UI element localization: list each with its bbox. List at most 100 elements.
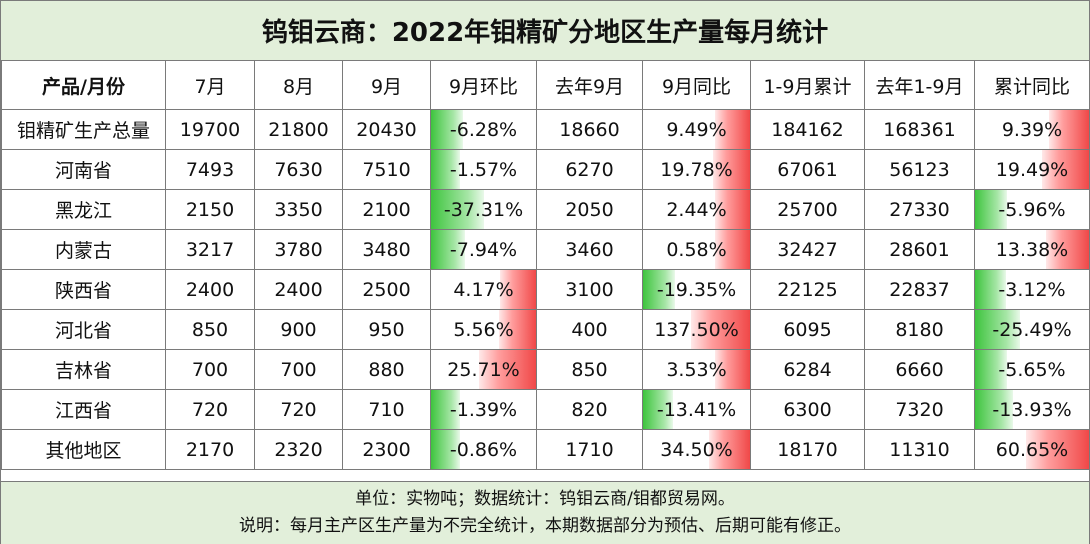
- mom-cell: -1.57%: [430, 149, 537, 190]
- percent-value: 137.50%: [654, 318, 739, 341]
- ytd-yoy-cell: -3.12%: [974, 269, 1090, 310]
- negative-data-bar: [431, 150, 460, 189]
- mom-cell: 25.71%: [430, 349, 537, 390]
- ytd-yoy-cell: 60.65%: [974, 429, 1090, 470]
- percent-value: -13.41%: [656, 398, 737, 421]
- aug-value: 3350: [254, 189, 343, 230]
- ly-ytd-value: 56123: [864, 149, 975, 190]
- ly-ytd-value: 168361: [864, 109, 975, 150]
- aug-value: 3780: [254, 229, 343, 270]
- sep-value: 880: [342, 349, 431, 390]
- percent-value: 2.44%: [666, 198, 727, 221]
- yoy-cell: 2.44%: [642, 189, 751, 230]
- sep-value: 20430: [342, 109, 431, 150]
- mom-cell: -6.28%: [430, 109, 537, 150]
- sep-value: 710: [342, 389, 431, 430]
- header-row: 产品/月份 7月 8月 9月 9月环比 去年9月 9月同比 1-9月累计 去年1…: [1, 60, 1090, 110]
- percent-value: -5.65%: [998, 358, 1066, 381]
- table-row: 江西省 720 720 710 -1.39% 820 -13.41% 6300 7320 -13.…: [1, 389, 1090, 430]
- ly-sep-value: 2050: [536, 189, 643, 230]
- ytd-value: 6300: [750, 389, 865, 430]
- region-name: 陕西省: [1, 269, 166, 310]
- footer-notes: 单位：实物吨；数据统计：钨钼云商/钼都贸易网。 说明：每月主产区生产量为不完全统…: [1, 481, 1089, 544]
- percent-value: 4.17%: [453, 278, 514, 301]
- header-last-year-sep: 去年9月: [536, 60, 643, 110]
- percent-value: -1.57%: [449, 158, 518, 181]
- region-name: 内蒙古: [1, 229, 166, 270]
- ytd-yoy-cell: -5.65%: [974, 349, 1090, 390]
- ytd-yoy-cell: -5.96%: [974, 189, 1090, 230]
- mom-cell: 4.17%: [430, 269, 537, 310]
- negative-data-bar: [975, 310, 1021, 349]
- ly-ytd-value: 8180: [864, 309, 975, 350]
- ytd-yoy-cell: -13.93%: [974, 389, 1090, 430]
- table-row: 河南省 7493 7630 7510 -1.57% 6270 19.78% 67061 5612…: [1, 149, 1090, 190]
- ytd-value: 6095: [750, 309, 865, 350]
- ytd-value: 22125: [750, 269, 865, 310]
- ytd-yoy-cell: 13.38%: [974, 229, 1090, 270]
- region-name: 黑龙江: [1, 189, 166, 230]
- positive-data-bar: [500, 270, 536, 309]
- ly-ytd-value: 27330: [864, 189, 975, 230]
- percent-value: -19.35%: [656, 278, 737, 301]
- ly-sep-value: 400: [536, 309, 643, 350]
- positive-data-bar: [715, 230, 750, 269]
- aug-value: 900: [254, 309, 343, 350]
- header-aug: 8月: [254, 60, 343, 110]
- ly-sep-value: 3460: [536, 229, 643, 270]
- percent-value: -5.96%: [998, 198, 1066, 221]
- header-mom: 9月环比: [430, 60, 537, 110]
- footer-disclaimer: 说明：每月主产区生产量为不完全统计，本期数据部分为预估、后期可能有修正。: [239, 516, 851, 536]
- positive-data-bar: [715, 110, 750, 149]
- sep-value: 2300: [342, 429, 431, 470]
- table-body: 钼精矿生产总量 19700 21800 20430 -6.28% 18660 9.49% 18…: [1, 109, 1090, 470]
- positive-data-bar: [715, 350, 750, 389]
- production-table: 产品/月份 7月 8月 9月 9月环比 去年9月 9月同比 1-9月累计 去年1…: [1, 60, 1090, 470]
- mom-cell: -1.39%: [430, 389, 537, 430]
- region-name: 钼精矿生产总量: [1, 109, 166, 150]
- yoy-cell: 3.53%: [642, 349, 751, 390]
- region-name: 吉林省: [1, 349, 166, 390]
- mom-cell: -37.31%: [430, 189, 537, 230]
- percent-value: -7.94%: [449, 238, 518, 261]
- mom-cell: -7.94%: [430, 229, 537, 270]
- percent-value: -0.86%: [449, 438, 518, 461]
- positive-data-bar: [1041, 150, 1089, 189]
- jul-value: 2150: [165, 189, 255, 230]
- percent-value: 5.56%: [453, 318, 514, 341]
- positive-data-bar: [708, 430, 750, 469]
- ly-sep-value: 850: [536, 349, 643, 390]
- negative-data-bar: [643, 390, 674, 429]
- yoy-cell: 34.50%: [642, 429, 751, 470]
- aug-value: 21800: [254, 109, 343, 150]
- positive-data-bar: [499, 310, 536, 349]
- ly-sep-value: 1710: [536, 429, 643, 470]
- header-yoy: 9月同比: [642, 60, 751, 110]
- ytd-yoy-cell: 19.49%: [974, 149, 1090, 190]
- jul-value: 850: [165, 309, 255, 350]
- aug-value: 2320: [254, 429, 343, 470]
- ly-ytd-value: 11310: [864, 429, 975, 470]
- negative-data-bar: [975, 270, 1007, 309]
- region-name: 河南省: [1, 149, 166, 190]
- percent-value: -6.28%: [449, 118, 518, 141]
- percent-value: 0.58%: [666, 238, 727, 261]
- sep-value: 7510: [342, 149, 431, 190]
- negative-data-bar: [431, 430, 460, 469]
- region-name: 其他地区: [1, 429, 166, 470]
- percent-value: -25.49%: [992, 318, 1072, 341]
- table-row: 钼精矿生产总量 19700 21800 20430 -6.28% 18660 9.49% 18…: [1, 109, 1090, 150]
- jul-value: 19700: [165, 109, 255, 150]
- header-ytd: 1-9月累计: [750, 60, 865, 110]
- header-sep: 9月: [342, 60, 431, 110]
- mom-cell: 5.56%: [430, 309, 537, 350]
- percent-value: 34.50%: [660, 438, 733, 461]
- ytd-value: 184162: [750, 109, 865, 150]
- table-title: 钨钼云商：2022年钼精矿分地区生产量每月统计: [1, 1, 1089, 61]
- jul-value: 7493: [165, 149, 255, 190]
- mom-cell: -0.86%: [430, 429, 537, 470]
- negative-data-bar: [431, 110, 464, 149]
- positive-data-bar: [1046, 230, 1089, 269]
- negative-data-bar: [431, 190, 484, 229]
- ytd-yoy-cell: -25.49%: [974, 309, 1090, 350]
